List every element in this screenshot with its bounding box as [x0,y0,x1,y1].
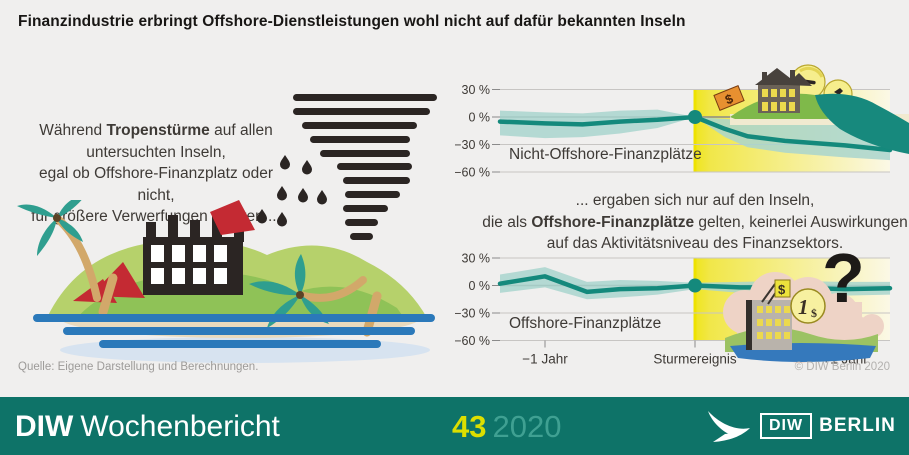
right-narrative-line1: ... ergaben sich nur auf den Inseln, [575,192,815,209]
chart-offshore-label: Offshore-Finanzplätze [509,315,662,332]
svg-text:30 %: 30 % [462,83,491,97]
publication-title: DIW Wochenbericht [15,410,280,444]
svg-text:$: $ [811,306,817,320]
publication-title-name: Wochenbericht [80,410,280,443]
dollar-note-icon: $ [713,85,745,111]
left-narrative-line2: untersuchten Inseln, [86,143,226,161]
offshore-dream-illustration: $ 1 $ ? [723,240,884,363]
rain-icon [257,155,327,227]
right-narrative-line2-bold: Offshore-Finanzplätze [531,213,695,231]
svg-text:−1 Jahr: −1 Jahr [522,352,568,367]
coin-icon: 1 $ [790,288,826,324]
right-narrative: ... ergaben sich nur auf den Inseln, die… [482,190,908,255]
tornado-illustration [257,94,437,240]
svg-text:−60 %: −60 % [455,334,490,348]
page-title: Finanzindustrie erbringt Offshore-Dienst… [18,13,686,30]
svg-text:−30 %: −30 % [455,138,490,152]
chart-non-offshore-label: Nicht-Offshore-Finanzplätze [509,146,702,163]
publication-title-diw: DIW [15,410,74,443]
copyright-note: © DIW Berlin 2020 [794,361,890,373]
teal-headland [815,93,909,154]
issue-number-value: 43 [452,409,487,444]
right-narrative-line2-post: gelten, keinerlei Auswirkungen [694,213,908,231]
footer-bar: DIW Wochenbericht 43 2020 DIW BERLIN [0,397,909,455]
rich-island-illustration: $ [713,64,909,154]
left-narrative-line1-pre: Während [39,122,107,139]
left-narrative-line1-post: auf allen [209,122,273,139]
svg-text:$: $ [778,282,786,297]
diw-berlin-logo: DIW BERLIN [706,408,896,444]
question-mark-icon: ? [822,240,865,317]
water [33,314,435,348]
right-narrative-line3: auf das Aktivitätsniveau des Finanzsekto… [546,235,844,252]
sun-coin-1-shade [799,66,824,78]
issue-year: 2020 [492,409,562,444]
palm-left-icon [17,200,118,317]
mansion-icon [755,68,812,113]
tornado-icon [293,94,437,240]
svg-text:0 %: 0 % [468,111,490,125]
beach-strip [730,114,909,125]
berlin-logo-text: BERLIN [819,415,896,436]
ruined-building-icon [73,200,255,303]
bank-building-icon: $ [746,279,792,350]
diw-logo-text: DIW [760,413,813,439]
right-narrative-line2-pre: die als [482,213,532,231]
svg-text:30 %: 30 % [462,252,491,266]
svg-text:1: 1 [798,295,809,319]
issue-number: 43 2020 [452,409,561,445]
left-narrative-line1-bold: Tropenstürme [106,122,210,139]
source-note: Quelle: Eigene Darstellung und Berechnun… [18,361,259,373]
island-illustration [17,200,435,363]
svg-text:−60 %: −60 % [455,166,490,180]
svg-text:Sturmereignis: Sturmereignis [653,352,737,367]
svg-text:0 %: 0 % [468,279,490,293]
svg-text:−30 %: −30 % [455,307,490,321]
left-narrative-line3: egal ob Offshore-Finanzplatz oder nicht, [38,165,274,204]
diw-logo-swoosh-icon [708,411,750,442]
